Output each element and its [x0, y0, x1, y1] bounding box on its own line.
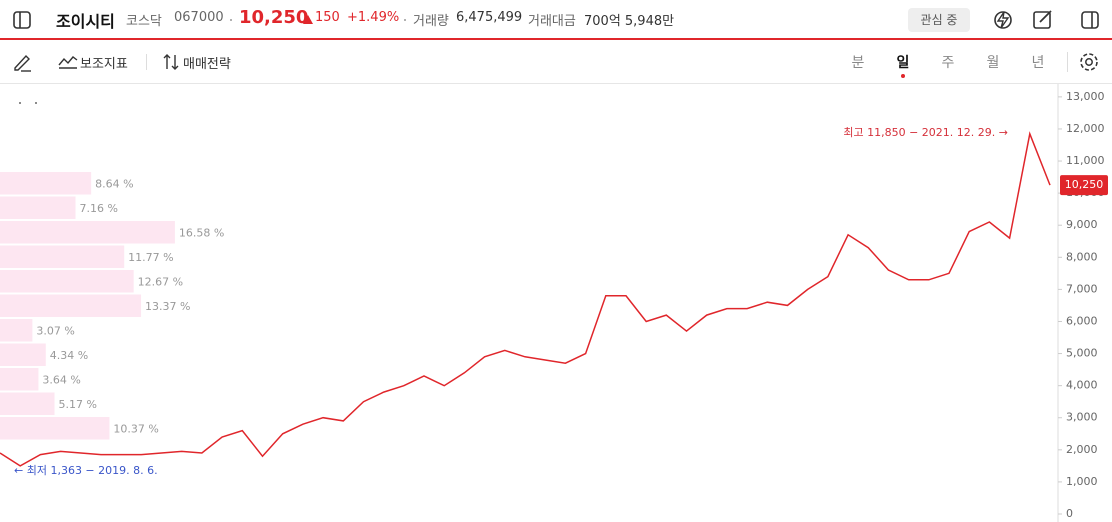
period-tab[interactable]: 월	[986, 55, 1000, 71]
sidebar-toggle[interactable]	[12, 10, 32, 30]
volume-profile-label: 11.77 %	[128, 251, 173, 264]
volume-profile-label: 3.64 %	[42, 373, 80, 386]
marker-dot	[19, 102, 21, 104]
y-tick-label: 5,000	[1066, 347, 1098, 360]
low-label: ← 최저 1,363 − 2019. 8. 6.	[14, 464, 158, 477]
change-pct: +1.49%	[347, 10, 400, 25]
volume-profile-bar	[0, 368, 39, 391]
price-line	[0, 131, 1051, 467]
y-tick-label: 9,000	[1066, 218, 1098, 231]
separator	[404, 19, 406, 21]
volume-profile-label: 10.37 %	[113, 422, 158, 435]
strategy-icon	[163, 54, 179, 70]
volume-profile-bar	[0, 221, 175, 244]
current-price-tag	[1060, 175, 1108, 196]
header: 조이시티 코스닥 067000 10,250 150 +1.49% 거래량 6,…	[0, 0, 1112, 40]
y-tick-label: 11,000	[1066, 154, 1105, 167]
volume-profile-label: 3.07 %	[36, 324, 74, 337]
amount: 700억 5,948만	[584, 14, 675, 29]
volume-profile-bar	[0, 417, 110, 440]
price: 10,250	[239, 7, 309, 28]
volume-label: 거래량	[413, 14, 449, 29]
volume-profile-bar	[0, 245, 125, 268]
volume-profile-label: 4.34 %	[50, 349, 88, 362]
indicator-icon	[58, 56, 78, 69]
y-tick-label: 4,000	[1066, 379, 1098, 392]
volume: 6,475,499	[456, 10, 523, 25]
y-tick-label: 13,000	[1066, 90, 1105, 103]
divider	[1067, 52, 1068, 72]
period-tab[interactable]: 주	[941, 55, 955, 71]
separator	[230, 19, 232, 21]
divider	[146, 54, 147, 70]
period-tab[interactable]: 분	[851, 55, 865, 71]
toolbar: 보조지표 매매전략 분 일 주 월 년	[0, 40, 1112, 84]
marker-dot	[35, 102, 37, 104]
high-label: 최고 11,850 − 2021. 12. 29. →	[843, 126, 1008, 139]
stock-name: 조이시티	[56, 12, 115, 31]
volume-profile-label: 7.16 %	[80, 202, 118, 215]
draw-tool[interactable]	[12, 52, 32, 72]
y-tick-label: 6,000	[1066, 314, 1098, 327]
y-tick-label: 8,000	[1066, 250, 1098, 263]
y-tick-label: 12,000	[1066, 122, 1105, 135]
watch-button[interactable]: 관심 중	[908, 8, 970, 32]
volume-profile-bar	[0, 343, 46, 366]
panel-toggle[interactable]	[1080, 10, 1100, 30]
volume-profile-label: 5.17 %	[59, 398, 97, 411]
indicators-button[interactable]: 보조지표	[80, 57, 128, 72]
change: 150	[315, 10, 340, 25]
y-tick-label: 7,000	[1066, 282, 1098, 295]
volume-profile-label: 12.67 %	[138, 275, 183, 288]
y-tick-label: 3,000	[1066, 411, 1098, 424]
settings-button[interactable]	[1078, 51, 1100, 73]
up-arrow	[303, 15, 313, 24]
volume-profile-label: 8.64 %	[95, 177, 133, 190]
volume-profile-bar	[0, 392, 55, 415]
volume-profile-bar	[0, 270, 134, 293]
y-tick-label: 2,000	[1066, 443, 1098, 456]
volume-profile-bar	[0, 196, 76, 219]
market: 코스닥	[126, 14, 162, 29]
y-tick-label: 0	[1066, 507, 1073, 520]
period-tab[interactable]: 일	[896, 55, 910, 71]
volume-profile-bar	[0, 172, 92, 195]
volume-profile-bar	[0, 294, 142, 317]
flash-button[interactable]	[992, 9, 1014, 31]
edit-button[interactable]	[1032, 9, 1054, 31]
volume-profile-bar	[0, 319, 33, 342]
volume-profile-label: 13.37 %	[145, 300, 190, 313]
strategy-button[interactable]: 매매전략	[183, 57, 231, 72]
y-tick-label: 1,000	[1066, 475, 1098, 488]
stock-code: 067000	[174, 10, 224, 25]
period-tab[interactable]: 년	[1031, 55, 1045, 71]
selected-indicator	[901, 74, 905, 78]
volume-profile-label: 16.58 %	[179, 226, 224, 239]
chart: 최고 11,850 − 2021. 12. 29. → ← 최저 1,363 −…	[0, 84, 1108, 522]
current-price-label: 10,250	[1065, 178, 1104, 191]
amount-label: 거래대금	[528, 14, 576, 29]
